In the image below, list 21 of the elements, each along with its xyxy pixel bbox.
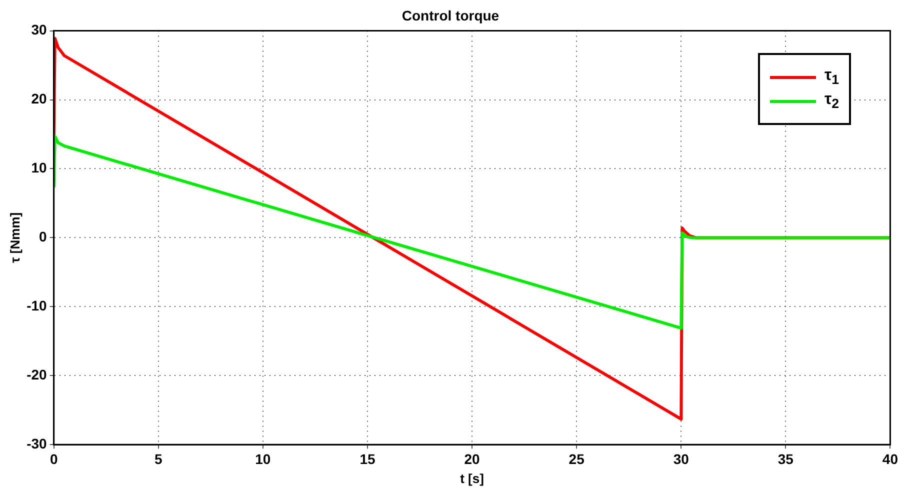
y-tick-label: 30 — [31, 22, 48, 38]
y-tick-label: -30 — [26, 435, 48, 452]
y-tick-label: -10 — [26, 298, 48, 314]
y-tick-label: 10 — [31, 160, 48, 176]
x-axis-title: t [s] — [460, 470, 484, 486]
x-tick-label: 0 — [50, 450, 58, 467]
y-axis-title: τ [Nmm] — [7, 212, 22, 263]
legend-label: τ$_{2}$ — [824, 91, 839, 112]
x-tick-label: 30 — [673, 450, 690, 467]
x-tick-label: 35 — [778, 450, 794, 467]
x-tick-label: 40 — [882, 450, 898, 467]
legend-label: τ$_{1}$ — [824, 67, 839, 88]
y-tick-label: -20 — [26, 366, 48, 382]
x-tick-label: 10 — [255, 450, 271, 467]
x-tick-label: 25 — [568, 450, 585, 467]
x-tick-label: 5 — [154, 450, 162, 467]
y-tick-label: 0 — [39, 228, 48, 245]
x-tick-label: 15 — [360, 450, 376, 467]
chart-title: Control torque — [402, 7, 500, 24]
y-tick-label: 20 — [31, 90, 48, 107]
x-tick-label: 20 — [464, 450, 480, 467]
